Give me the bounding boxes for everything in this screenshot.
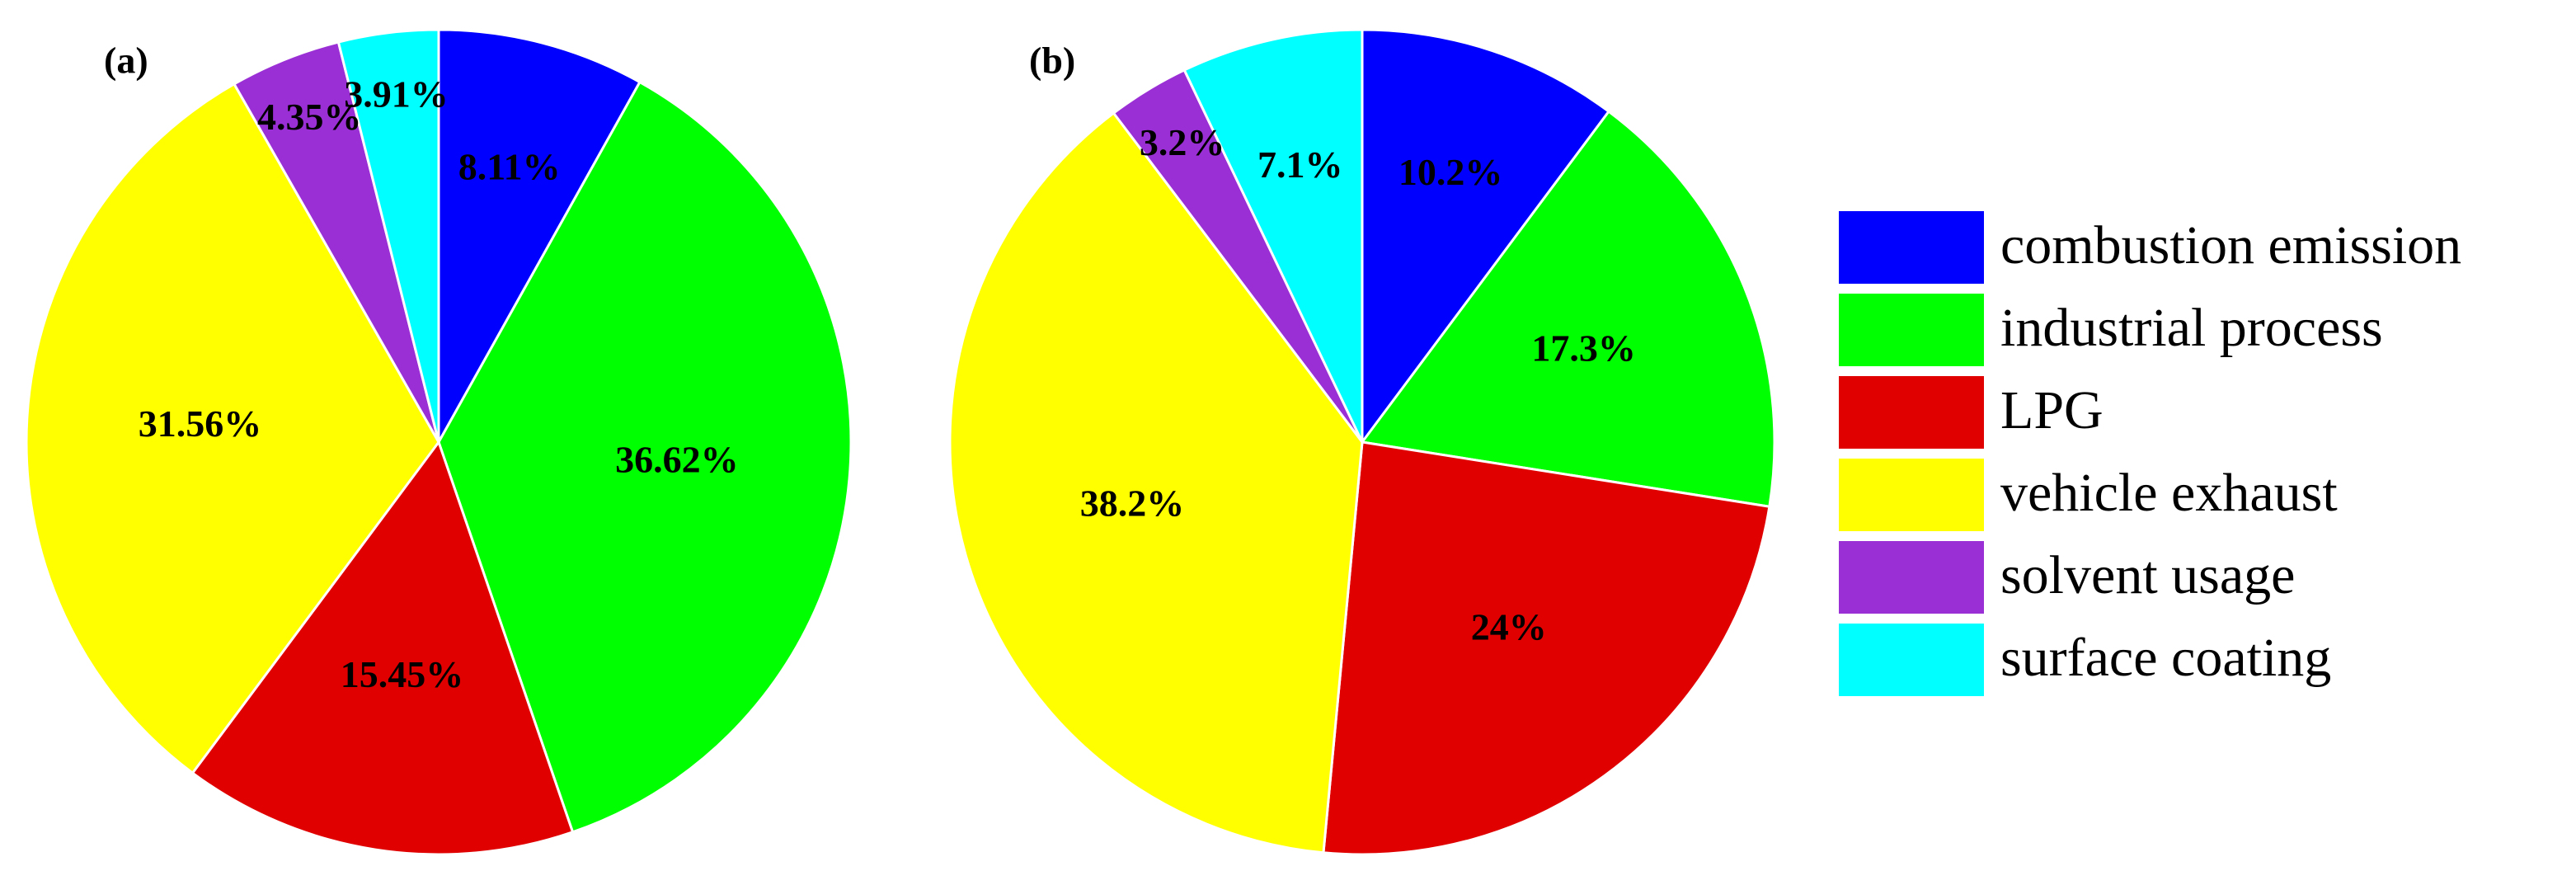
pie-slice [25,82,440,775]
data-label: 7.1% [1257,144,1343,186]
legend-swatch [1839,376,1984,449]
pie-slice [336,28,440,443]
data-label: 4.35% [257,96,362,138]
data-label: 3.2% [1140,121,1225,163]
legend-label: surface coating [2000,628,2331,688]
data-label: 38.2% [1080,483,1185,525]
data-label: 8.11% [458,146,561,188]
data-label: 15.45% [341,653,464,695]
legend-swatch [1839,294,1984,366]
legend-label: LPG [2000,380,2104,440]
legend-swatch [1839,459,1984,531]
legend-label: industrial process [2000,298,2383,358]
pie-slice [437,28,642,447]
pie-slice [1360,110,1776,508]
legend-swatch [1839,211,1984,284]
chart-title: (a) [104,40,148,82]
pie-slice [1322,440,1771,856]
pie-slice [190,439,575,856]
chart-title: (b) [1029,40,1075,82]
pie-slice [437,80,853,834]
legend-label: vehicle exhaust [2000,463,2338,523]
data-label: 24% [1471,606,1547,648]
legend-label: combustion emission [2000,215,2461,275]
data-label: 17.3% [1531,327,1636,369]
legend-swatch [1839,624,1984,696]
data-label: 10.2% [1398,151,1503,193]
data-label: 36.62% [615,438,739,480]
pie-slice [948,111,1364,854]
legend-label: solvent usage [2000,545,2295,605]
data-label: 31.56% [139,402,262,445]
legend-swatch [1839,541,1984,614]
pie-slice [1361,28,1611,446]
pie-slice [1182,28,1364,443]
data-label: 3.91% [344,73,449,115]
